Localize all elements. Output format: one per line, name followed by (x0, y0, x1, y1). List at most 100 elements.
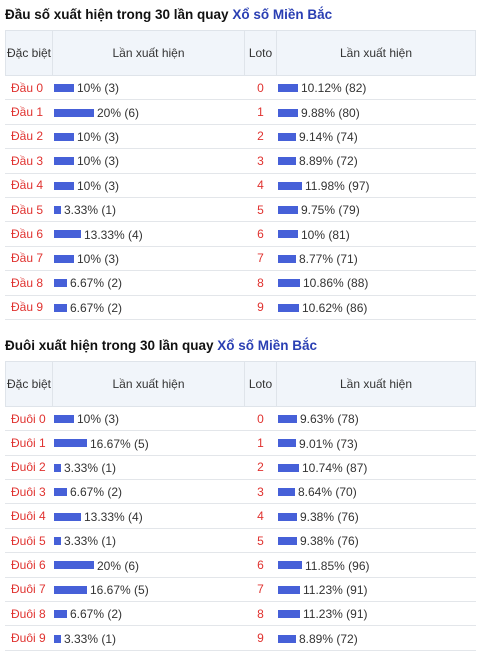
dac-biet-bar (54, 157, 74, 166)
loto-cell: 9.88% (80) (276, 99, 476, 125)
dau-title-link[interactable]: Xổ số Miền Bắc (232, 7, 333, 22)
loto-bar (278, 303, 299, 312)
loto-number: 0 (244, 75, 277, 101)
row-label: Đầu 4 (5, 173, 53, 198)
dac-biet-value: 20% (6) (97, 105, 140, 120)
dac-biet-value: 6.67% (2) (70, 300, 123, 315)
table-row: Đuôi 0 10% (3) 0 9.63% (78) (5, 406, 476, 432)
dac-biet-value: 16.67% (5) (90, 436, 149, 451)
loto-bar (278, 610, 300, 619)
table-row: Đuôi 6 20% (6) 6 11.85% (96) (5, 552, 476, 578)
table-row: Đuôi 5 3.33% (1) 5 9.38% (76) (5, 528, 476, 554)
loto-cell: 10% (81) (276, 221, 476, 247)
loto-value: 9.14% (74) (299, 129, 358, 144)
loto-value: 10.12% (82) (301, 81, 367, 96)
row-label: Đuôi 3 (5, 479, 53, 505)
table-row: Đầu 9 6.67% (2) 9 10.62% (86) (5, 295, 476, 320)
row-label: Đầu 2 (5, 124, 53, 150)
duoi-section: Đuôi xuất hiện trong 30 lần quay Xổ số M… (0, 331, 480, 651)
dac-biet-bar (54, 439, 87, 448)
loto-number: 0 (244, 406, 277, 432)
loto-value: 10.86% (88) (303, 276, 369, 291)
dac-biet-bar (54, 108, 94, 117)
dac-biet-bar (54, 585, 87, 594)
dau-table-body: Đầu 0 10% (3) 0 10.12% (82) Đầu 1 20% (6) 1 9.8… (5, 75, 476, 320)
loto-number: 2 (244, 124, 277, 150)
dac-biet-value: 10% (3) (77, 129, 120, 144)
dac-biet-bar (54, 561, 94, 570)
loto-number: 1 (244, 99, 277, 125)
dac-biet-bar (54, 206, 61, 215)
loto-bar (278, 206, 298, 215)
loto-cell: 9.75% (79) (276, 197, 476, 223)
loto-number: 3 (244, 479, 277, 505)
dac-biet-cell: 3.33% (1) (52, 528, 245, 554)
dac-biet-bar (54, 230, 81, 239)
dau-section: Đầu số xuất hiện trong 30 lần quay Xổ số… (0, 0, 480, 320)
dac-biet-value: 13.33% (4) (84, 509, 143, 524)
dac-biet-value: 13.33% (4) (84, 227, 143, 242)
loto-bar (278, 279, 300, 288)
table-row: Đuôi 8 6.67% (2) 8 11.23% (91) (5, 601, 476, 627)
dac-biet-value: 3.33% (1) (64, 460, 117, 475)
loto-value: 9.63% (78) (300, 412, 359, 427)
table-row: Đuôi 7 16.67% (5) 7 11.23% (91) (5, 577, 476, 603)
row-label: Đuôi 0 (5, 406, 53, 432)
loto-bar (278, 254, 296, 263)
loto-bar (278, 108, 298, 117)
dac-biet-value: 3.33% (1) (64, 533, 117, 548)
dau-title-text: Đầu số xuất hiện trong 30 lần quay (5, 7, 229, 22)
loto-number: 3 (244, 148, 277, 174)
loto-number: 2 (244, 455, 277, 481)
dac-biet-cell: 3.33% (1) (52, 625, 245, 651)
row-label: Đầu 7 (5, 246, 53, 272)
loto-number: 6 (244, 552, 277, 578)
table-row: Đầu 2 10% (3) 2 9.14% (74) (5, 124, 476, 150)
header-dac-biet: Đặc biệt (5, 30, 53, 76)
duoi-title-link[interactable]: Xổ số Miền Bắc (217, 337, 318, 353)
loto-value: 9.38% (76) (300, 533, 359, 548)
dac-biet-cell: 6.67% (2) (52, 601, 245, 627)
loto-value: 10% (81) (301, 227, 350, 242)
dac-biet-value: 3.33% (1) (64, 203, 117, 218)
loto-number: 7 (244, 246, 277, 272)
row-label: Đầu 9 (5, 295, 53, 320)
loto-cell: 8.77% (71) (276, 246, 476, 272)
loto-value: 8.89% (72) (299, 631, 358, 646)
loto-cell: 11.23% (91) (276, 577, 476, 603)
dac-biet-cell: 16.67% (5) (52, 577, 245, 603)
dac-biet-cell: 6.67% (2) (52, 479, 245, 505)
row-label: Đuôi 9 (5, 625, 53, 651)
row-label: Đầu 3 (5, 148, 53, 174)
row-label: Đầu 5 (5, 197, 53, 223)
loto-cell: 9.14% (74) (276, 124, 476, 150)
loto-bar (278, 84, 298, 93)
dac-biet-bar (54, 181, 74, 190)
dau-table: Đặc biệt Lần xuất hiện Loto Lần xuất hiệ… (5, 30, 476, 320)
dac-biet-value: 6.67% (2) (70, 607, 123, 622)
loto-value: 9.75% (79) (301, 203, 360, 218)
loto-value: 8.77% (71) (299, 251, 358, 266)
row-label: Đuôi 2 (5, 455, 53, 481)
loto-cell: 9.38% (76) (276, 528, 476, 554)
table-row: Đầu 6 13.33% (4) 6 10% (81) (5, 221, 476, 247)
dac-biet-value: 6.67% (2) (70, 485, 123, 500)
dac-biet-cell: 3.33% (1) (52, 455, 245, 481)
table-row: Đuôi 9 3.33% (1) 9 8.89% (72) (5, 625, 476, 651)
table-row: Đầu 4 10% (3) 4 11.98% (97) (5, 173, 476, 198)
loto-value: 9.01% (73) (299, 436, 358, 451)
loto-bar (278, 415, 297, 424)
loto-cell: 9.01% (73) (276, 430, 476, 456)
loto-cell: 9.63% (78) (276, 406, 476, 432)
row-label: Đầu 6 (5, 221, 53, 247)
duoi-header-row: Đặc biệt Lần xuất hiện Loto Lần xuất hiệ… (5, 360, 476, 407)
loto-bar (278, 132, 296, 141)
table-row: Đuôi 2 3.33% (1) 2 10.74% (87) (5, 455, 476, 481)
dac-biet-value: 20% (6) (97, 558, 140, 573)
loto-bar (278, 634, 296, 643)
loto-value: 9.88% (80) (301, 105, 360, 120)
dac-biet-bar (54, 634, 61, 643)
dac-biet-value: 10% (3) (77, 178, 120, 193)
dac-biet-cell: 13.33% (4) (52, 503, 245, 529)
loto-cell: 11.23% (91) (276, 601, 476, 627)
